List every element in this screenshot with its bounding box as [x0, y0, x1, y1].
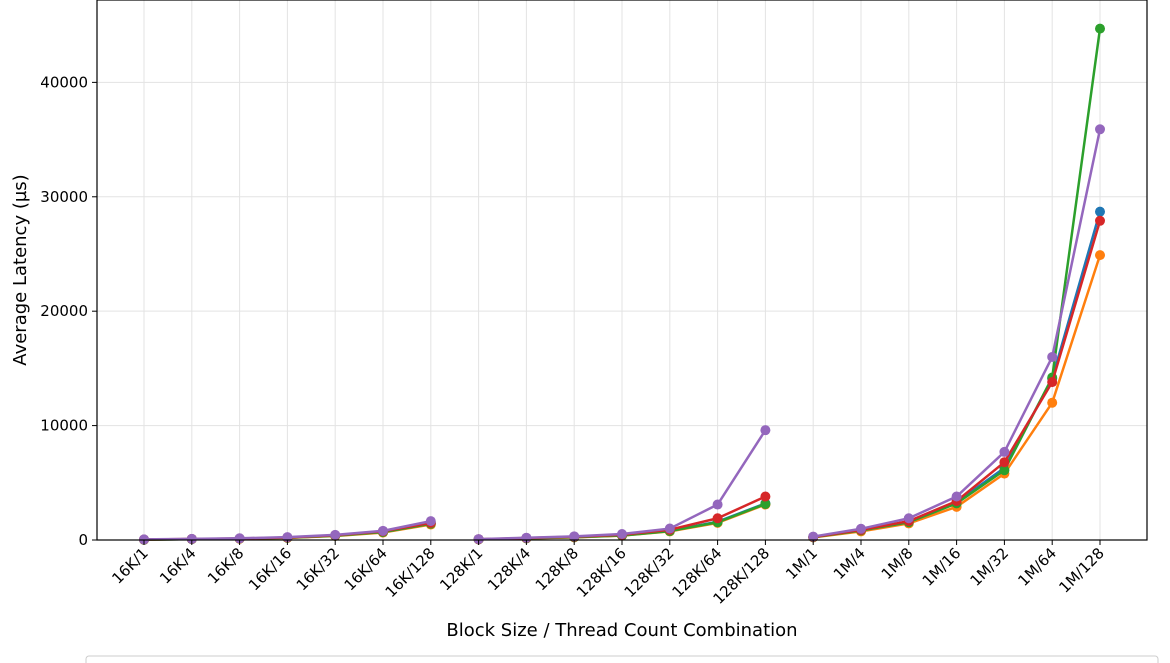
data-point: [999, 457, 1010, 468]
data-point: [856, 523, 866, 534]
y-tick-label: 20000: [40, 302, 88, 320]
data-point: [378, 525, 388, 536]
x-tick-label: 128K/1: [436, 544, 486, 594]
data-point: [760, 491, 771, 502]
y-axis-ticks: 0 10000 20000 30000 40000: [40, 73, 97, 549]
y-tick-label: 0: [78, 531, 88, 549]
y-tick-label: 10000: [40, 417, 88, 435]
x-tick-label: 16K/4: [156, 544, 200, 588]
x-tick-label: 16K/32: [293, 544, 343, 594]
x-tick-label: 1M/16: [919, 544, 965, 590]
x-tick-label: 1M/128: [1055, 544, 1107, 596]
y-tick-label: 40000: [40, 73, 88, 91]
data-point: [617, 529, 627, 540]
data-point: [1047, 351, 1058, 362]
x-tick-label: 16K/16: [245, 544, 295, 594]
data-point: [1047, 377, 1058, 388]
data-point: [1095, 124, 1105, 135]
data-point: [760, 498, 771, 509]
data-point: [712, 499, 723, 510]
x-tick-label: 128K/16: [573, 544, 630, 601]
x-tick-label: 128K/32: [621, 544, 678, 601]
x-tick-label: 16K/8: [204, 544, 248, 588]
data-point: [1095, 206, 1105, 217]
grid: [97, 0, 1147, 541]
data-point: [760, 425, 771, 436]
x-tick-label: 1M/4: [830, 544, 869, 583]
data-point: [330, 529, 341, 540]
x-tick-label: 16K/128: [382, 544, 439, 601]
series-layer: [139, 23, 1105, 545]
data-point: [1047, 397, 1058, 408]
data-point: [712, 513, 723, 524]
data-point: [473, 534, 484, 545]
data-point: [951, 491, 962, 502]
data-point: [425, 516, 436, 527]
data-point: [569, 531, 580, 542]
data-point: [234, 533, 245, 544]
series-5: [139, 124, 1105, 545]
data-point: [903, 513, 914, 524]
data-point: [664, 523, 675, 534]
data-point: [1095, 215, 1105, 226]
x-tick-label: 16K/1: [108, 544, 152, 588]
data-point: [999, 465, 1010, 476]
x-tick-label: 1M/1: [782, 544, 821, 583]
data-point: [186, 533, 197, 544]
data-point: [999, 446, 1010, 457]
x-axis-ticks: 16K/1 16K/4 16K/816K/1616K/3216K/6416K/128…: [108, 540, 1108, 608]
y-tick-label: 30000: [40, 188, 88, 206]
x-tick-label: 128K/4: [484, 544, 534, 594]
data-point: [1095, 23, 1105, 34]
x-tick-label: 1M/8: [878, 544, 917, 583]
x-axis-title: Block Size / Thread Count Combination: [446, 620, 797, 641]
data-point: [1095, 250, 1105, 261]
y-axis-title: Average Latency (µs): [10, 174, 31, 365]
data-point: [808, 531, 819, 542]
x-tick-label: 1M/64: [1014, 544, 1060, 590]
legend-box: [85, 655, 1159, 663]
x-tick-label: 1M/32: [967, 544, 1013, 590]
